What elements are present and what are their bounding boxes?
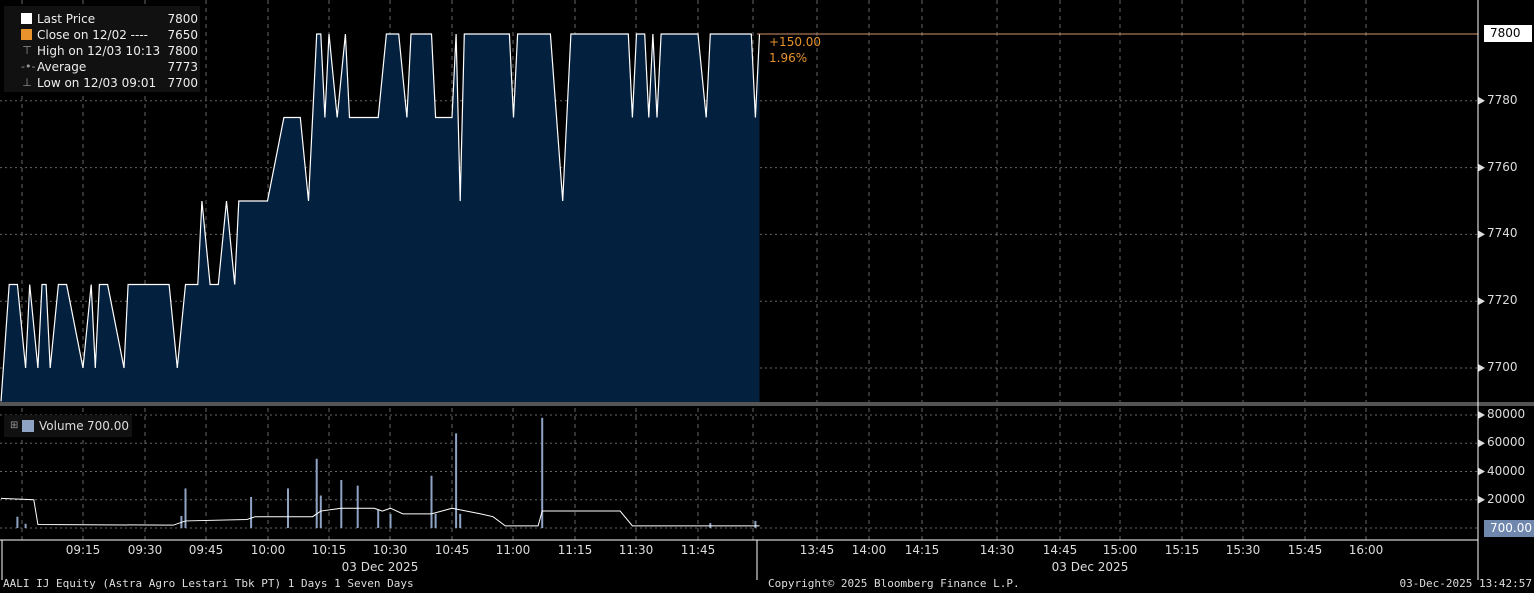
volume-bar [356,485,359,528]
volume-bar [389,513,392,528]
time-axis-label: 15:15 [1164,543,1200,557]
volume-bar [377,509,380,528]
tick-arrow-icon [1478,439,1485,448]
tick-arrow-icon [1478,495,1485,504]
time-axis-label: 14:15 [904,543,940,557]
average-marker-icon: -•- [21,60,36,73]
time-axis-label: 11:45 [680,543,716,557]
volume-axis-label: 80000 [1487,407,1526,421]
tick-arrow-icon [1478,411,1485,419]
volume-swatch-icon [22,420,34,432]
tick-arrow-icon [1478,467,1485,476]
volume-average-line [0,497,760,527]
time-axis-label: 14:00 [851,543,887,557]
price-legend: Last Price 7800 Close on 12/02 ---- 7650 ⊤… [4,6,200,92]
time-axis-label: 15:00 [1102,543,1138,557]
price-area [1,34,760,402]
volume-bar [430,475,433,528]
legend-last-price[interactable]: Last Price 7800 [12,11,198,27]
volume-bar [184,488,187,528]
time-axis-label: 09:30 [127,543,163,557]
volume-bar [16,516,19,528]
volume-bar [287,488,289,528]
time-axis-label: 15:45 [1287,543,1323,557]
last-price-tag: 7800 [1484,25,1532,42]
volume-bar [459,513,462,528]
time-axis-label: 11:00 [495,543,531,557]
volume-axis-label: 40000 [1487,463,1526,478]
volume-axis-label: 20000 [1487,491,1526,506]
time-axis-label: 16:00 [1348,543,1384,557]
footer-copyright: Copyright© 2025 Bloomberg Finance L.P. [768,577,1020,590]
volume-bar [340,479,343,528]
volume-bar [319,495,322,528]
legend-average[interactable]: -•- Average 7773 [21,60,198,74]
footer-security: AALI IJ Equity (Astra Agro Lestari Tbk P… [3,577,414,590]
volume-legend: ⊞ Volume 700.00 [4,415,132,437]
high-marker-icon: ⊤ [22,44,32,57]
panel-separator [0,402,1534,406]
volume-tag: 700.00 [1484,520,1534,537]
volume-bar [541,417,544,528]
orange-square-icon [21,29,32,40]
change-abs: +150.00 [769,35,822,49]
tick-arrow-icon [1478,163,1485,172]
time-axis-label: 14:30 [979,543,1015,557]
price-axis-label: 7700 [1487,360,1518,374]
white-square-icon [21,13,32,24]
tick-arrow-icon [1478,364,1485,372]
price-line [0,33,761,402]
footer-timestamp: 03-Dec-2025 13:42:57 [1399,577,1532,590]
price-axis-label: 7760 [1487,159,1518,174]
volume-bar [434,513,437,528]
time-axis-label: 10:00 [250,543,286,557]
legend-close[interactable]: Close on 12/02 ---- 7650 [12,27,198,43]
volume-bar [250,496,253,528]
volume-bar [315,458,318,528]
expand-icon[interactable]: ⊞ [10,420,19,431]
low-marker-icon: ⊥ [22,76,32,89]
volume-legend-label: Volume [39,419,84,433]
volume-bar [754,520,757,528]
tick-arrow-icon [1478,297,1485,306]
time-axis-label: 03 Dec 2025 [1051,560,1129,574]
time-axis-label: 09:45 [188,543,224,557]
price-axis-label: 7780 [1487,92,1518,107]
tick-arrow-icon [1478,230,1485,239]
legend-high[interactable]: ⊤ High on 12/03 10:13 7800 [22,44,198,58]
time-axis-label: 15:30 [1225,543,1261,557]
time-axis-label: 11:30 [618,543,654,557]
time-axis-label: 09:15 [65,543,101,557]
time-axis-label: 11:15 [557,543,593,557]
time-axis-label: 10:15 [311,543,347,557]
price-axis-label: 7720 [1487,293,1518,308]
change-pct: 1.96% [769,51,808,65]
volume-bar [455,433,458,528]
time-axis-label: 03 Dec 2025 [341,560,419,574]
volume-legend-value: 700.00 [87,419,129,433]
time-axis-label: 13:45 [799,543,835,557]
price-axis-label: 7740 [1487,226,1518,241]
time-axis-label: 14:45 [1042,543,1078,557]
tick-arrow-icon [1478,96,1485,105]
legend-low[interactable]: ⊥ Low on 12/03 09:01 7700 [22,76,198,90]
time-axis-label: 10:45 [434,543,470,557]
time-axis-label: 10:30 [372,543,408,557]
volume-bar [24,523,27,528]
volume-axis-label: 60000 [1487,435,1526,450]
